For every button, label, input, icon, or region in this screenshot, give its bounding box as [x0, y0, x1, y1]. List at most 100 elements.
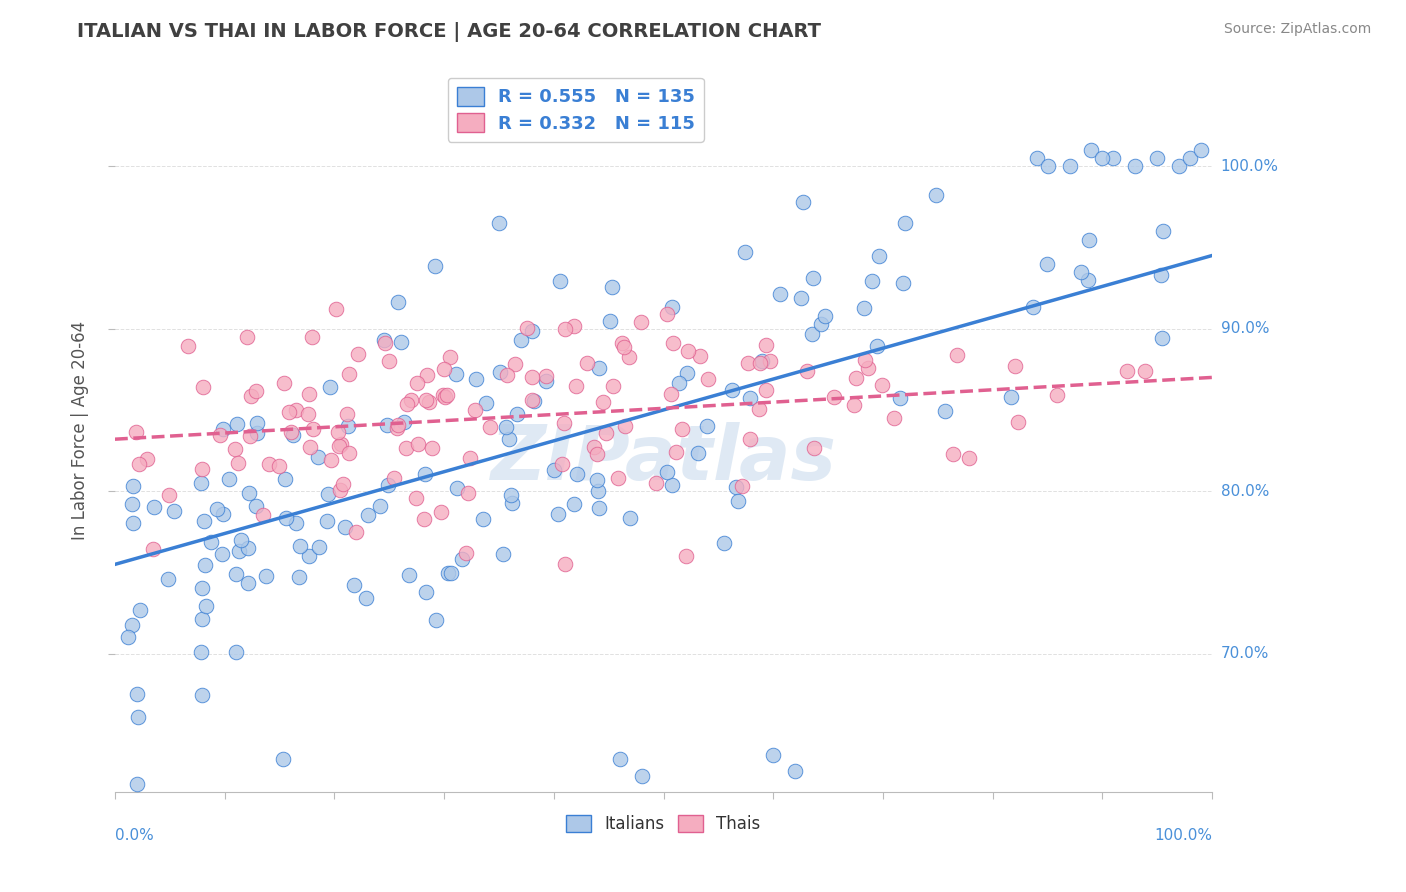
Point	[619, 511, 641, 525]
Point	[942, 447, 965, 461]
Point	[212, 422, 235, 436]
Point	[516, 321, 538, 335]
Point	[492, 547, 515, 561]
Point	[565, 378, 588, 392]
Point	[127, 710, 149, 724]
Point	[333, 519, 356, 533]
Legend: Italians, Thais: Italians, Thais	[558, 806, 769, 841]
Point	[277, 405, 299, 419]
Point	[440, 566, 463, 580]
Point	[801, 271, 824, 285]
Point	[328, 483, 350, 498]
Point	[668, 376, 690, 391]
Point	[869, 249, 891, 263]
Point	[1078, 233, 1101, 247]
Point	[655, 307, 678, 321]
Point	[163, 504, 186, 518]
Point	[523, 393, 546, 408]
Point	[551, 457, 574, 471]
Point	[433, 390, 456, 404]
Point	[1125, 159, 1147, 173]
Point	[724, 480, 747, 494]
Point	[136, 452, 159, 467]
Point	[418, 394, 440, 409]
Point	[675, 549, 697, 564]
Point	[238, 575, 260, 590]
Point	[193, 514, 215, 528]
Point	[245, 499, 267, 513]
Point	[125, 777, 148, 791]
Point	[454, 546, 477, 560]
Point	[1080, 143, 1102, 157]
Point	[121, 618, 143, 632]
Point	[328, 439, 350, 453]
Point	[298, 549, 321, 564]
Point	[413, 467, 436, 481]
Point	[200, 535, 222, 549]
Point	[128, 457, 150, 471]
Point	[176, 339, 198, 353]
Point	[229, 533, 252, 548]
Point	[464, 403, 486, 417]
Point	[378, 354, 401, 368]
Point	[800, 326, 823, 341]
Point	[225, 417, 247, 432]
Point	[510, 333, 533, 347]
Point	[644, 476, 666, 491]
Point	[894, 216, 917, 230]
Point	[228, 456, 250, 470]
Point	[336, 407, 359, 421]
Point	[425, 613, 447, 627]
Point	[737, 356, 759, 370]
Point	[1091, 151, 1114, 165]
Point	[301, 330, 323, 344]
Point	[330, 437, 353, 451]
Point	[662, 335, 685, 350]
Point	[755, 383, 778, 397]
Point	[810, 317, 832, 331]
Point	[209, 428, 232, 442]
Point	[856, 360, 879, 375]
Point	[389, 334, 412, 349]
Point	[522, 392, 544, 407]
Point	[121, 497, 143, 511]
Point	[191, 688, 214, 702]
Point	[432, 388, 454, 402]
Point	[586, 473, 609, 487]
Point	[796, 364, 818, 378]
Point	[697, 372, 720, 386]
Point	[297, 408, 319, 422]
Point	[399, 392, 422, 407]
Point	[789, 291, 811, 305]
Point	[420, 442, 443, 456]
Point	[588, 501, 610, 516]
Point	[675, 367, 697, 381]
Point	[934, 404, 956, 418]
Point	[889, 391, 911, 405]
Point	[464, 372, 486, 386]
Point	[190, 645, 212, 659]
Point	[357, 508, 380, 522]
Point	[387, 418, 409, 433]
Point	[245, 416, 267, 430]
Point	[924, 187, 946, 202]
Point	[374, 335, 396, 350]
Point	[122, 516, 145, 530]
Point	[1046, 388, 1069, 402]
Point	[1146, 151, 1168, 165]
Point	[853, 353, 876, 368]
Text: 70.0%: 70.0%	[1220, 647, 1268, 661]
Point	[740, 432, 762, 446]
Point	[1102, 151, 1125, 165]
Point	[308, 540, 330, 554]
Point	[436, 388, 458, 402]
Point	[586, 447, 609, 461]
Point	[325, 301, 347, 316]
Text: Source: ZipAtlas.com: Source: ZipAtlas.com	[1223, 22, 1371, 37]
Point	[191, 380, 214, 394]
Point	[298, 387, 321, 401]
Point	[1168, 159, 1191, 173]
Point	[117, 630, 139, 644]
Point	[501, 496, 523, 510]
Text: 80.0%: 80.0%	[1220, 483, 1268, 499]
